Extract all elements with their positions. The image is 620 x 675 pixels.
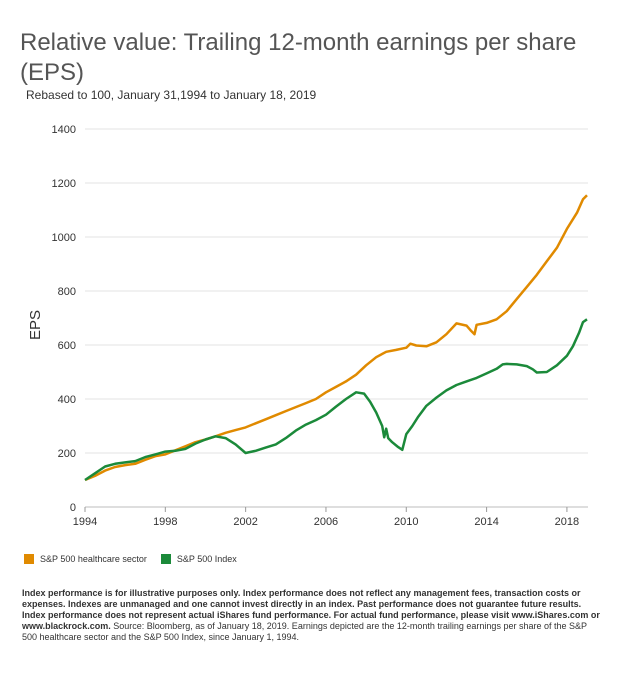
footnote-source: Source: Bloomberg, as of January 18, 201…	[22, 621, 587, 642]
series-line-sp500	[84, 318, 588, 482]
chart-legend: S&P 500 healthcare sector S&P 500 Index	[24, 554, 251, 564]
x-tick-label-2018: 2018	[555, 516, 579, 528]
y-axis-label: EPS	[27, 310, 44, 340]
x-tick-label-2002: 2002	[233, 516, 257, 528]
y-tick-label-1200: 1200	[52, 178, 76, 190]
x-tick-label-2010: 2010	[394, 516, 418, 528]
footnote: Index performance is for illustrative pu…	[22, 588, 602, 643]
chart-title: Relative value: Trailing 12-month earnin…	[20, 29, 577, 86]
footnote-disclaimer: Index performance is for illustrative pu…	[22, 588, 600, 631]
y-tick-label-400: 400	[58, 394, 76, 406]
series-line-healthcare	[84, 194, 588, 482]
x-tick-label-1994: 1994	[73, 516, 97, 528]
y-axis-ticks: 0 200 400 600 800 1000 1200 1400	[52, 124, 76, 514]
legend-item-healthcare: S&P 500 healthcare sector	[24, 554, 147, 564]
chart-subtitle: Rebased to 100, January 31,1994 to Janua…	[26, 88, 317, 102]
y-tick-label-600: 600	[58, 340, 76, 352]
x-tick-label-2006: 2006	[314, 516, 338, 528]
y-tick-label-1000: 1000	[52, 232, 76, 244]
eps-line-chart: 0 200 400 600 800 1000 1200 1400 1994 1998 2002 20…	[27, 124, 588, 528]
y-tick-label-1400: 1400	[52, 124, 76, 136]
legend-swatch-healthcare	[24, 554, 34, 564]
y-tick-label-200: 200	[58, 448, 76, 460]
legend-label-healthcare: S&P 500 healthcare sector	[40, 554, 147, 564]
series-lines	[84, 194, 588, 482]
y-tick-label-0: 0	[70, 502, 76, 514]
gridlines	[85, 128, 588, 508]
x-tick-label-1998: 1998	[153, 516, 177, 528]
legend-label-sp500: S&P 500 Index	[176, 554, 237, 564]
y-tick-label-800: 800	[58, 286, 76, 298]
legend-item-sp500: S&P 500 Index	[160, 554, 237, 564]
x-tick-label-2014: 2014	[474, 516, 498, 528]
x-axis-ticks: 1994 1998 2002 2006 2010 2014 2018	[73, 507, 579, 528]
legend-swatch-sp500	[160, 554, 171, 564]
